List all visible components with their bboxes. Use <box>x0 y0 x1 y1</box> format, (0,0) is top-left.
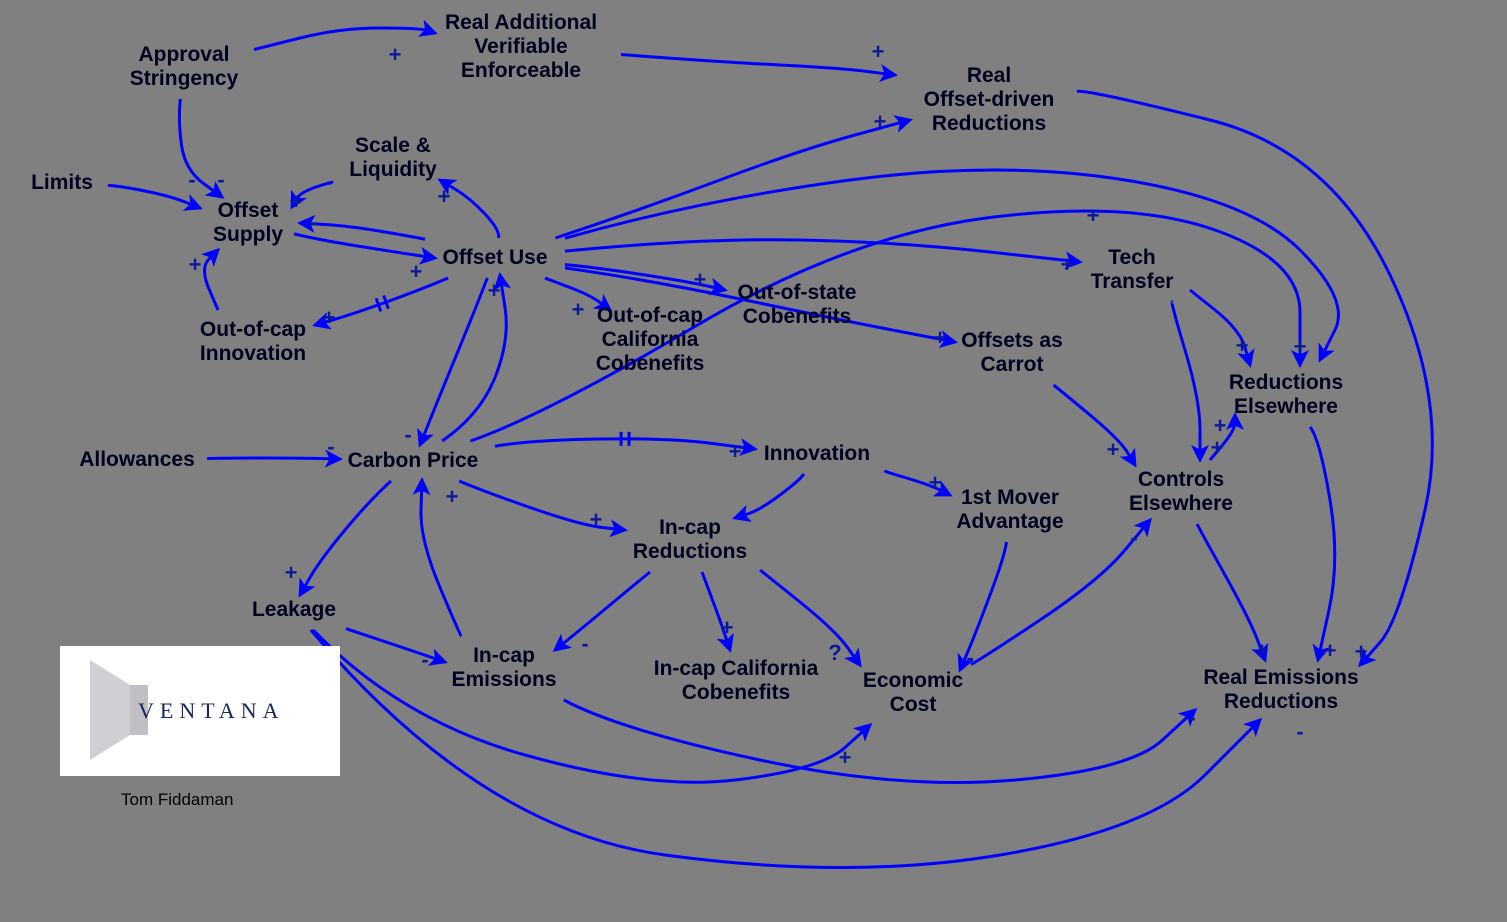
sign-ouse-ocarrot: + <box>934 325 947 351</box>
sign-allow-cprice: - <box>327 434 334 460</box>
edge-oocinn-osupply <box>205 250 219 310</box>
sign-approval-osupply: - <box>217 167 224 193</box>
sign-tech-redel: + <box>1236 333 1249 359</box>
node-incape: In-cap Emissions <box>451 644 556 692</box>
sign-fmover-ecost: - <box>966 645 973 671</box>
node-fmover: 1st Mover Advantage <box>956 486 1063 534</box>
edge-innov-incapr <box>735 474 804 518</box>
sign-cprice-redel: + <box>1294 334 1307 360</box>
edge-ouse-tech <box>565 240 1080 262</box>
edge-incapr-incape <box>555 572 650 650</box>
edge-rave-rodr <box>621 55 895 75</box>
logo-text: VENTANA <box>138 698 285 724</box>
node-ecost: Economic Cost <box>863 669 963 717</box>
sign-innov-fmover: + <box>929 470 942 496</box>
node-rave: Real Additional Verifiable Enforceable <box>445 11 597 83</box>
edge-ocarrot-ctrlel <box>1054 385 1135 465</box>
edge-incapr-ecost <box>760 570 860 665</box>
sign-leak-ecost: + <box>839 745 852 771</box>
sign-ouse-ooccal: + <box>572 297 585 323</box>
edge-cprice-innov <box>495 439 755 449</box>
sign-ouse-cprice: - <box>404 422 411 448</box>
sign-scalel-osupply: + <box>290 189 303 215</box>
sign-tech-ctrlel: + <box>1211 435 1224 461</box>
edge-tech-ctrlel <box>1172 302 1200 460</box>
edge-approval-osupply <box>179 99 222 197</box>
sign-incape-cprice: + <box>446 484 459 510</box>
sign-ouse-osupply: - <box>309 210 316 236</box>
node-oosc: Out-of-state Cobenefits <box>738 281 857 329</box>
node-incapr: In-cap Reductions <box>633 516 747 564</box>
node-limits: Limits <box>31 171 93 195</box>
node-redel: Reductions Elsewhere <box>1229 371 1343 419</box>
sign-incapr-incape: - <box>581 631 588 657</box>
sign-leak-incape: - <box>421 647 428 673</box>
node-ocarrot: Offsets as Carrot <box>961 329 1063 377</box>
edge-leak-ecost <box>313 630 870 782</box>
sign-leak-rer: - <box>1296 719 1303 745</box>
node-allow: Allowances <box>79 448 195 472</box>
node-approval: Approval Stringency <box>130 43 239 91</box>
author: Tom Fiddaman <box>121 790 233 810</box>
node-tech: Tech Transfer <box>1091 246 1174 294</box>
node-ouse: Offset Use <box>442 246 547 270</box>
sign-ouse-redel: + <box>1087 203 1100 229</box>
node-innov: Innovation <box>764 442 870 466</box>
sign-ouse-rodr: + <box>874 109 887 135</box>
node-cprice: Carbon Price <box>348 449 479 473</box>
node-oocinn: Out-of-cap Innovation <box>200 318 306 366</box>
edge-limits-osupply <box>108 185 200 208</box>
sign-ouse-oocinn: + <box>323 305 336 331</box>
sign-oocinn-osupply: + <box>189 252 202 278</box>
edge-ecost-ctrlel <box>971 520 1150 664</box>
node-osupply: Offset Supply <box>213 199 283 247</box>
sign-ctrlel-rer: + <box>1256 638 1269 664</box>
sign-incapr-incapcal: + <box>721 615 734 641</box>
sign-limits-osupply: - <box>188 167 195 193</box>
edge-ouse-rodr <box>555 120 910 238</box>
sign-incapr-ecost: ? <box>828 640 841 666</box>
sign-incape-rer: - <box>1188 705 1195 731</box>
node-scalel: Scale & Liquidity <box>349 134 437 182</box>
edge-leak-incape <box>346 629 445 662</box>
node-ctrlel: Controls Elsewhere <box>1129 468 1233 516</box>
edge-osupply-ouse <box>294 234 435 258</box>
sign-cprice-ouse: + <box>488 278 501 304</box>
edge-redel-rer <box>1310 427 1335 660</box>
sign-cprice-incapr: + <box>590 507 603 533</box>
edge-cprice-leak <box>300 481 391 595</box>
node-ooccal: Out-of-cap California Cobenefits <box>596 304 705 376</box>
sign-rodr-rer: + <box>1355 639 1368 665</box>
node-incapcal: In-cap California Cobenefits <box>654 657 819 705</box>
edge-allow-cprice <box>207 458 340 459</box>
sign-ecost-ctrlel: - <box>1130 525 1137 551</box>
sign-ouse-tech: + <box>1061 252 1074 278</box>
node-rodr: Real Offset-driven Reductions <box>924 64 1055 136</box>
sign-cprice-innov: + <box>729 439 742 465</box>
edge-ouse-cprice <box>420 278 487 445</box>
sign-ocarrot-ctrlel: + <box>1107 437 1120 463</box>
sign-rave-rodr: + <box>872 39 885 65</box>
sign-ouse-scalel: + <box>438 184 451 210</box>
node-leak: Leakage <box>252 598 336 622</box>
sign-cprice-leak: + <box>285 560 298 586</box>
sign-osupply-ouse: + <box>410 259 423 285</box>
sign-approval-rave: + <box>389 42 402 68</box>
node-rer: Real Emissions Reductions <box>1203 666 1358 714</box>
edge-ouse-osupply <box>300 223 425 239</box>
sign-ouse-oosc: + <box>694 267 707 293</box>
sign-redel-rer: + <box>1324 638 1337 664</box>
edge-approval-rave <box>254 28 435 50</box>
